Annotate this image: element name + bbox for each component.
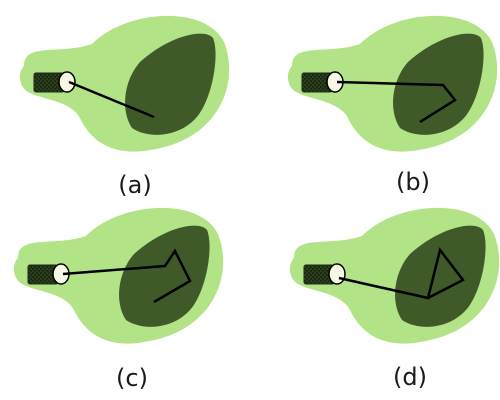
panel-label: (a) [118,171,151,199]
inner-region [125,33,216,135]
probe-tip [328,263,346,285]
probe-path [68,80,155,119]
panel-label: (d) [393,363,427,391]
panel-c: (c) [13,207,224,392]
panel-label: (c) [116,364,148,392]
panel-d: (d) [289,207,500,391]
probe-path [336,80,457,124]
probe-tip [58,71,76,93]
inner-region [119,225,210,327]
panel-label: (b) [396,168,430,196]
probe-path [62,248,192,304]
panel-b: (b) [287,15,498,196]
probe-path [338,247,465,300]
inner-region [395,225,486,327]
panel-a: (a) [19,15,230,199]
